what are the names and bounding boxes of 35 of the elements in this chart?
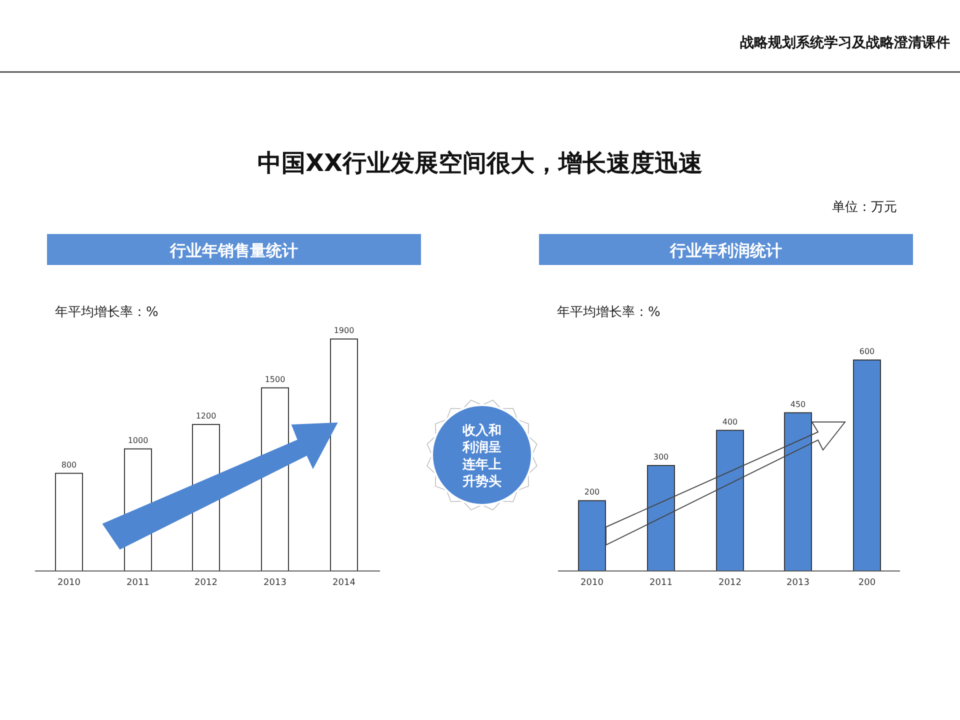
data-label: 1900 xyxy=(334,326,354,335)
x-tick-label: 2013 xyxy=(264,578,286,588)
text: 年平均增长率：% xyxy=(55,304,158,320)
bar xyxy=(716,430,744,572)
data-label: 200 xyxy=(584,488,600,497)
data-label: 400 xyxy=(722,417,738,426)
x-tick-label: 2013 xyxy=(786,578,810,588)
chart-title: 行业年利润统计 xyxy=(669,241,782,260)
data-label: 600 xyxy=(859,347,875,356)
bar xyxy=(578,500,606,572)
bar xyxy=(55,472,83,572)
x-tick-label: 2010 xyxy=(58,578,81,588)
data-label: 450 xyxy=(790,400,806,409)
bar xyxy=(330,338,358,572)
text: 收入和利润呈连年上升势头 xyxy=(462,422,502,490)
data-label: 1000 xyxy=(128,436,148,445)
x-tick-label: 2012 xyxy=(718,578,742,588)
chart-title: 行业年销售量统计 xyxy=(169,241,298,260)
text: 战略规划系统学习及战略澄清课件 xyxy=(740,34,950,51)
x-tick-label: 2012 xyxy=(194,578,218,588)
x-tick-label: 2011 xyxy=(126,578,150,588)
data-label: 1500 xyxy=(264,374,286,384)
x-tick-label: 2014 xyxy=(332,578,356,588)
x-tick-label: 200 xyxy=(858,578,876,588)
text: 中国XX行业发展空间很大，增长速度迅速 xyxy=(257,149,703,177)
text: 单位：万元 xyxy=(832,200,897,215)
text: 年平均增长率：% xyxy=(557,304,660,320)
bar xyxy=(784,412,812,572)
data-label: 300 xyxy=(653,452,669,462)
data-label: 800 xyxy=(61,460,77,470)
bar xyxy=(647,465,675,572)
data-label: 1200 xyxy=(196,411,216,420)
x-tick-label: 2011 xyxy=(650,578,672,588)
bar xyxy=(853,360,881,572)
x-tick-label: 2010 xyxy=(580,578,604,588)
